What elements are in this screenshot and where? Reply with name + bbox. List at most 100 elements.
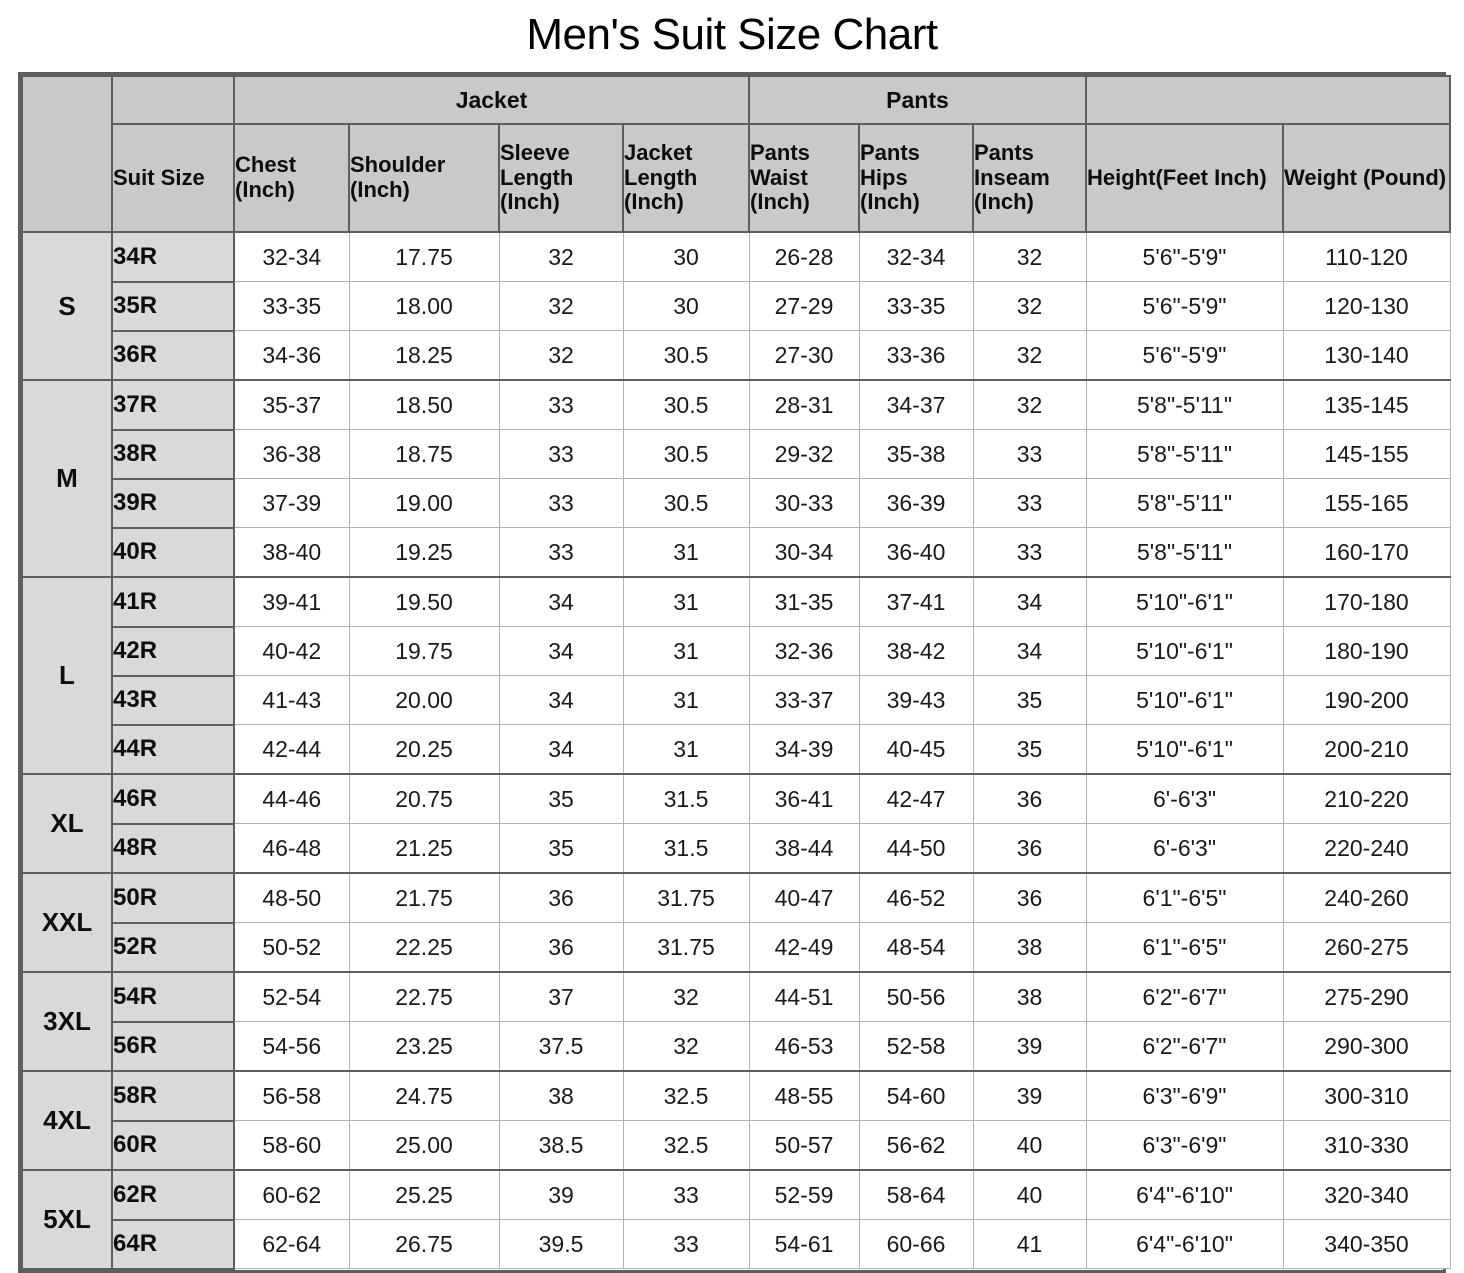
cell-chest: 35-37 bbox=[233, 379, 350, 430]
cell-pants-waist: 52-59 bbox=[748, 1169, 860, 1220]
cell-sleeve-length: 32 bbox=[498, 231, 624, 282]
table-row: 3XL 54R 52-54 22.75 37 32 44-51 50-56 38 6'2"-6'7… bbox=[21, 971, 1451, 1072]
cell-chest: 44-46 bbox=[233, 773, 350, 824]
suit-size-cell: 34R bbox=[111, 231, 235, 283]
cell-chest: 41-43 bbox=[233, 675, 350, 725]
suit-size-cell: 42R bbox=[111, 625, 235, 677]
size-group-cell-xl: XL bbox=[21, 773, 113, 874]
cell-shoulder: 18.25 bbox=[348, 330, 500, 381]
cell-pants-waist: 27-30 bbox=[748, 330, 860, 381]
cell-weight: 155-165 bbox=[1282, 478, 1451, 528]
column-header-pants-waist-inch: Pants Waist (Inch) bbox=[748, 123, 860, 233]
cell-pants-waist: 34-39 bbox=[748, 724, 860, 775]
table-row: 5XL 62R 60-62 25.25 39 33 52-59 58-64 40 6'4"-6'1… bbox=[21, 1169, 1451, 1270]
column-header-pants-hips-inch: Pants Hips (Inch) bbox=[858, 123, 974, 233]
cell-pants-inseam: 35 bbox=[972, 675, 1087, 725]
size-group-cell-5xl: 5XL bbox=[21, 1169, 113, 1270]
table-row: 35R 33-35 18.00 32 30 27-29 33-35 32 5'6"-5'9" 12… bbox=[22, 280, 1451, 332]
cell-chest: 48-50 bbox=[233, 872, 350, 923]
cell-height: 5'10"-6'1" bbox=[1085, 626, 1284, 676]
cell-jacket-length: 31 bbox=[622, 675, 750, 725]
cell-sleeve-length: 36 bbox=[498, 872, 624, 923]
column-header-pants-inseam-inch: Pants Inseam (Inch) bbox=[972, 123, 1087, 233]
cell-sleeve-length: 32 bbox=[498, 281, 624, 331]
size-chart-table-container: Jacket Pants Suit Size Chest (Inch) Shoulde… bbox=[18, 72, 1451, 1273]
cell-sleeve-length: 32 bbox=[498, 330, 624, 381]
suit-size-cell: 64R bbox=[111, 1218, 235, 1270]
cell-chest: 37-39 bbox=[233, 478, 350, 528]
cell-pants-waist: 54-61 bbox=[748, 1219, 860, 1269]
cell-jacket-length: 33 bbox=[622, 1219, 750, 1269]
cell-sleeve-length: 34 bbox=[498, 675, 624, 725]
column-header-height-feet-inch: Height(Feet Inch) bbox=[1085, 123, 1284, 233]
cell-jacket-length: 30 bbox=[622, 231, 750, 282]
cell-height: 6'1"-6'5" bbox=[1085, 872, 1284, 923]
cell-height: 5'10"-6'1" bbox=[1085, 576, 1284, 627]
cell-shoulder: 20.75 bbox=[348, 773, 500, 824]
cell-sleeve-length: 39 bbox=[498, 1169, 624, 1220]
cell-pants-hips: 33-35 bbox=[858, 281, 974, 331]
cell-jacket-length: 31 bbox=[622, 576, 750, 627]
cell-pants-inseam: 41 bbox=[972, 1219, 1087, 1269]
cell-shoulder: 25.25 bbox=[348, 1169, 500, 1220]
cell-jacket-length: 33 bbox=[622, 1169, 750, 1220]
header-group-jacket: Jacket bbox=[233, 75, 750, 125]
cell-pants-hips: 36-39 bbox=[858, 478, 974, 528]
size-group-cell-l: L bbox=[21, 576, 113, 775]
cell-weight: 130-140 bbox=[1282, 330, 1451, 381]
cell-height: 6'4"-6'10" bbox=[1085, 1219, 1284, 1269]
suit-size-cell: 50R bbox=[111, 872, 235, 924]
suit-size-cell: 39R bbox=[111, 477, 235, 529]
header-corner-cell bbox=[21, 75, 113, 233]
cell-pants-waist: 26-28 bbox=[748, 231, 860, 282]
cell-jacket-length: 31.5 bbox=[622, 773, 750, 824]
suit-size-cell: 44R bbox=[111, 723, 235, 775]
cell-pants-waist: 30-34 bbox=[748, 527, 860, 578]
cell-pants-inseam: 33 bbox=[972, 478, 1087, 528]
cell-jacket-length: 31.75 bbox=[622, 922, 750, 973]
cell-height: 5'8"-5'11" bbox=[1085, 379, 1284, 430]
cell-pants-hips: 37-41 bbox=[858, 576, 974, 627]
table-body: S 34R 32-34 17.75 32 30 26-28 32-34 32 5'6"-5'9" 1… bbox=[21, 231, 1451, 1270]
cell-height: 6'-6'3" bbox=[1085, 823, 1284, 874]
cell-pants-hips: 50-56 bbox=[858, 971, 974, 1022]
cell-height: 5'10"-6'1" bbox=[1085, 724, 1284, 775]
cell-pants-hips: 42-47 bbox=[858, 773, 974, 824]
cell-jacket-length: 31 bbox=[622, 527, 750, 578]
cell-pants-waist: 40-47 bbox=[748, 872, 860, 923]
cell-pants-waist: 31-35 bbox=[748, 576, 860, 627]
cell-jacket-length: 32.5 bbox=[622, 1120, 750, 1171]
cell-weight: 320-340 bbox=[1282, 1169, 1451, 1220]
cell-chest: 58-60 bbox=[233, 1120, 350, 1171]
cell-pants-inseam: 38 bbox=[972, 971, 1087, 1022]
cell-weight: 310-330 bbox=[1282, 1120, 1451, 1171]
cell-weight: 275-290 bbox=[1282, 971, 1451, 1022]
cell-chest: 60-62 bbox=[233, 1169, 350, 1220]
cell-weight: 220-240 bbox=[1282, 823, 1451, 874]
cell-pants-inseam: 40 bbox=[972, 1120, 1087, 1171]
cell-height: 6'2"-6'7" bbox=[1085, 1021, 1284, 1072]
cell-weight: 190-200 bbox=[1282, 675, 1451, 725]
table-row: 64R 62-64 26.75 39.5 33 54-61 60-66 41 6'4"-6'10… bbox=[22, 1218, 1451, 1270]
cell-weight: 200-210 bbox=[1282, 724, 1451, 775]
cell-weight: 300-310 bbox=[1282, 1070, 1451, 1121]
cell-pants-inseam: 36 bbox=[972, 823, 1087, 874]
size-group-cell-s: S bbox=[21, 231, 113, 381]
cell-shoulder: 25.00 bbox=[348, 1120, 500, 1171]
cell-sleeve-length: 33 bbox=[498, 379, 624, 430]
suit-size-cell: 35R bbox=[111, 280, 235, 332]
size-group-cell-3xl: 3XL bbox=[21, 971, 113, 1072]
cell-sleeve-length: 33 bbox=[498, 527, 624, 578]
cell-sleeve-length: 33 bbox=[498, 478, 624, 528]
cell-pants-inseam: 36 bbox=[972, 872, 1087, 923]
cell-pants-hips: 32-34 bbox=[858, 231, 974, 282]
cell-pants-inseam: 36 bbox=[972, 773, 1087, 824]
cell-chest: 36-38 bbox=[233, 429, 350, 479]
suit-size-cell: 41R bbox=[111, 576, 235, 628]
cell-shoulder: 22.75 bbox=[348, 971, 500, 1022]
cell-shoulder: 21.25 bbox=[348, 823, 500, 874]
table-row: XXL 50R 48-50 21.75 36 31.75 40-47 46-52 36 6'1"-… bbox=[21, 872, 1451, 973]
cell-weight: 260-275 bbox=[1282, 922, 1451, 973]
cell-pants-waist: 32-36 bbox=[748, 626, 860, 676]
cell-pants-hips: 54-60 bbox=[858, 1070, 974, 1121]
